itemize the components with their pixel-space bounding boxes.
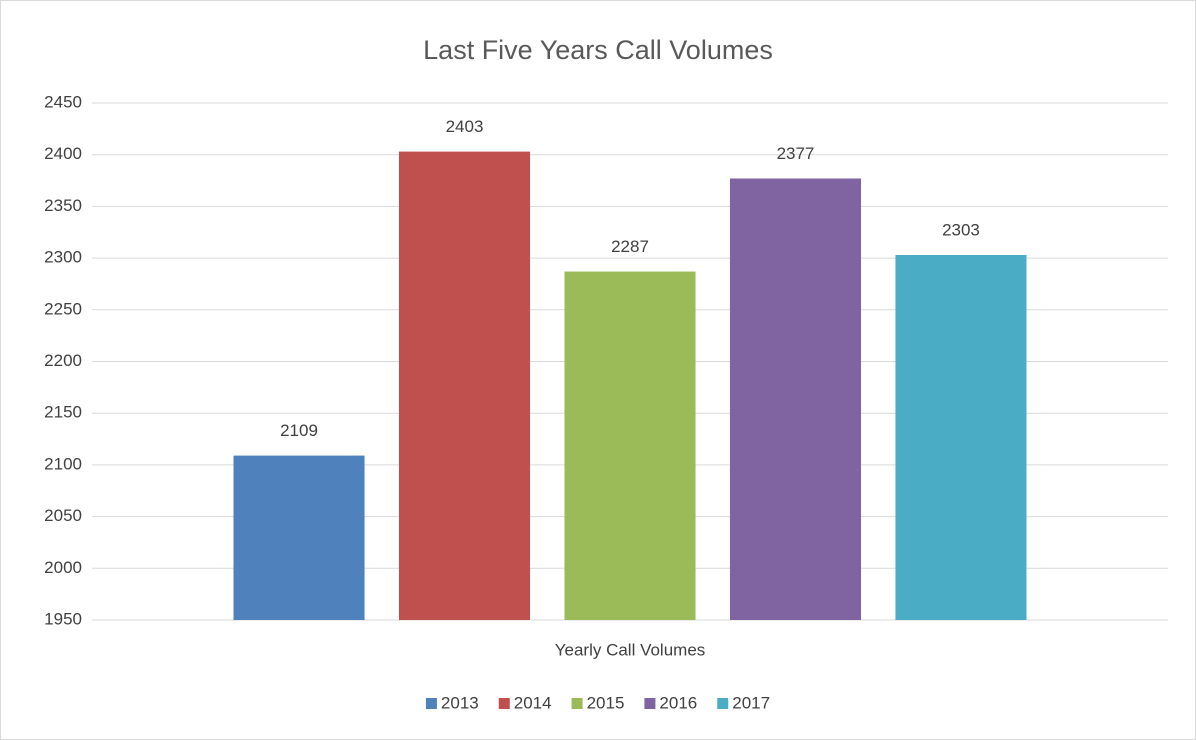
chart-title: Last Five Years Call Volumes (423, 35, 773, 65)
data-label: 2377 (777, 144, 815, 163)
legend-label: 2014 (514, 693, 552, 712)
legend-label: 2015 (587, 693, 625, 712)
data-label: 2109 (280, 421, 318, 440)
bar (729, 178, 862, 620)
y-tick-label: 2150 (44, 403, 82, 422)
y-tick-label: 2400 (44, 144, 82, 163)
legend-swatch (644, 698, 656, 709)
bar (398, 151, 531, 620)
y-tick-label: 2300 (44, 248, 82, 267)
y-tick-label: 2100 (44, 454, 82, 473)
data-label: 2403 (446, 117, 484, 136)
bar (895, 254, 1027, 621)
bar (564, 271, 696, 620)
y-tick-label: 2200 (44, 351, 82, 370)
y-tick-label: 2350 (44, 196, 82, 215)
legend-label: 2017 (732, 693, 770, 712)
legend-swatch (571, 698, 583, 709)
y-tick-label: 2000 (44, 558, 82, 577)
data-label: 2287 (611, 237, 649, 256)
legend-label: 2013 (441, 693, 479, 712)
y-tick-label: 1950 (44, 609, 82, 628)
y-tick-label: 2450 (44, 92, 82, 111)
x-tick-label: Yearly Call Volumes (555, 640, 706, 659)
data-label: 2303 (942, 220, 980, 239)
y-tick-label: 2050 (44, 506, 82, 525)
y-tick-label: 2250 (44, 299, 82, 318)
legend-label: 2016 (659, 693, 697, 712)
bar (233, 455, 365, 620)
legend-swatch (498, 698, 510, 709)
legend-swatch (717, 698, 729, 709)
legend-swatch (425, 698, 437, 709)
